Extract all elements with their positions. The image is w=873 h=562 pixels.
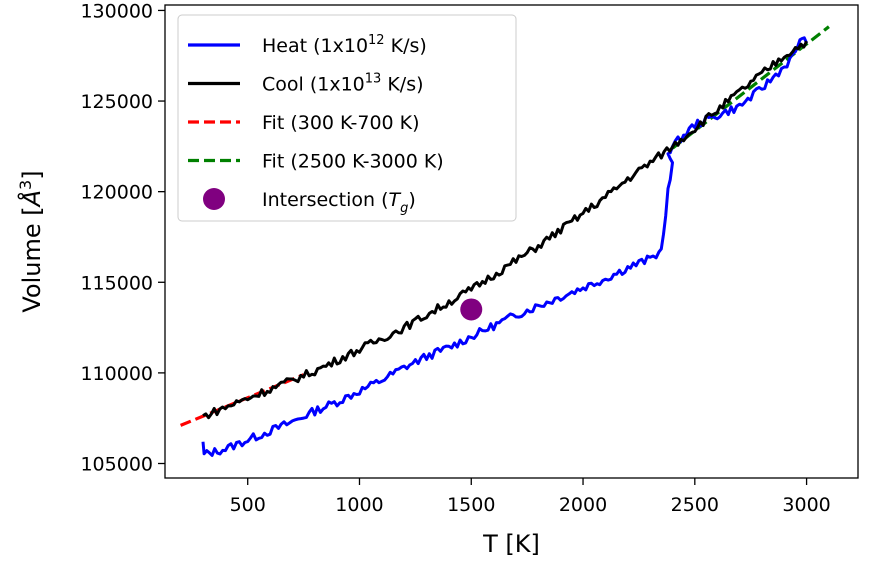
y-axis-label-angstrom: Å <box>17 190 46 208</box>
y-tick-label: 130000 <box>80 0 153 22</box>
y-axis-label-main: Volume [ <box>18 206 46 312</box>
series-layer <box>179 25 830 457</box>
x-tick-label: 1000 <box>335 494 383 516</box>
y-axis-ticks: 105000 110000 115000 120000 125000 130000 <box>80 0 165 476</box>
x-tick-label: 1500 <box>447 494 495 516</box>
y-tick-label: 120000 <box>80 182 153 204</box>
x-tick-label: 2500 <box>671 494 719 516</box>
legend-box <box>177 14 517 222</box>
legend-label-fit-2500-k-3000-k: Fit (2500 K-3000 K) <box>262 151 444 173</box>
legend-label-heat-1x10-12-k-s: Heat (1x1012 K/s) <box>262 33 427 57</box>
legend-label-fit-300-k-700-k: Fit (300 K-700 K) <box>262 112 420 134</box>
y-tick-label: 125000 <box>80 91 153 113</box>
legend-label-cool-1x10-13-k-s: Cool (1x1013 K/s) <box>262 72 424 96</box>
legend-label-intersection-t-g: Intersection (Tg) <box>262 189 416 216</box>
intersection-point <box>460 298 483 321</box>
y-tick-label: 110000 <box>80 363 153 385</box>
x-axis-ticks: 500 1000 1500 2000 2500 3000 <box>230 478 831 516</box>
series-line-cool-1x10-13-k-s <box>202 40 808 420</box>
x-tick-label: 500 <box>230 494 266 516</box>
x-tick-label: 3000 <box>782 494 830 516</box>
legend-marker <box>203 188 225 210</box>
y-tick-label: 115000 <box>80 272 153 294</box>
y-axis-label: Volume [Å3] <box>16 170 46 312</box>
legend: Heat (1x1012 K/s) Cool (1x1013 K/s) Fit (3… <box>177 14 517 222</box>
y-tick-label: 105000 <box>80 454 153 476</box>
y-axis-label-close: ] <box>18 170 46 179</box>
y-axis-label-exp: 3 <box>16 180 35 190</box>
plot-frame <box>164 4 859 479</box>
x-axis-label: T [K] <box>482 530 540 558</box>
x-tick-label: 2000 <box>559 494 607 516</box>
